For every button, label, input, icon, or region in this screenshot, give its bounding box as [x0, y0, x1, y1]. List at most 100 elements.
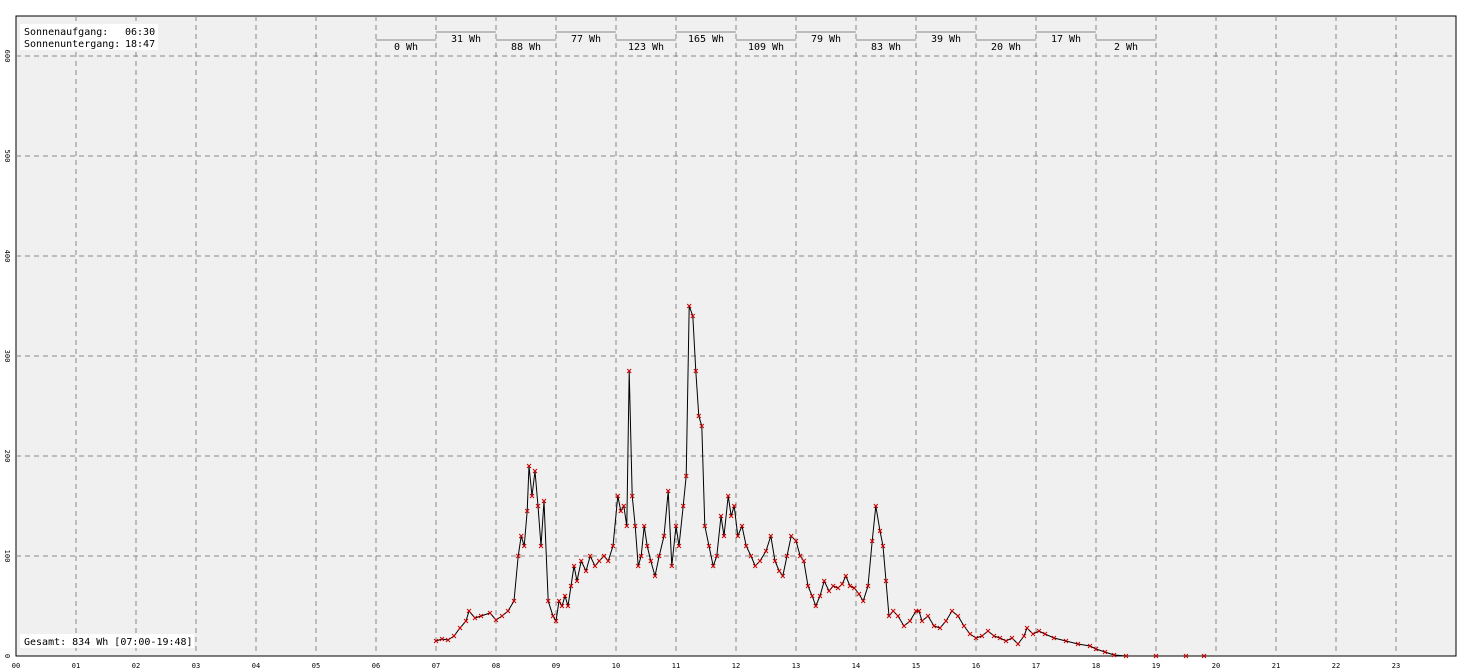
point — [725, 493, 731, 499]
x-tick-label: 12 — [732, 662, 740, 670]
point — [466, 608, 472, 614]
point — [813, 603, 819, 609]
point — [676, 543, 682, 549]
info-box — [20, 24, 158, 50]
marks — [433, 303, 1207, 659]
x-tick-label: 02 — [132, 662, 140, 670]
sunrise: 06:30 — [125, 27, 155, 38]
point — [693, 368, 699, 374]
point — [1123, 653, 1129, 659]
point — [587, 553, 593, 559]
total: Gesamt: 834 Wh [07:00-19:48] — [24, 637, 193, 648]
hour-energy: 83 Wh — [871, 42, 901, 53]
grid: 00 01 02 03 04 05 06 07 08 09 10 11 12 13 14 15 16 17 18 19… — [3, 16, 1456, 670]
point — [793, 538, 799, 544]
point — [618, 508, 624, 514]
point — [1111, 652, 1117, 658]
point — [615, 493, 621, 499]
point — [805, 583, 811, 589]
point — [493, 617, 499, 623]
point — [610, 543, 616, 549]
point — [629, 493, 635, 499]
x-tick-label: 15 — [912, 662, 920, 670]
point — [856, 591, 862, 597]
point — [521, 543, 527, 549]
point — [574, 578, 580, 584]
point — [524, 508, 530, 514]
x-tick-label: 18 — [1092, 662, 1100, 670]
point — [847, 583, 853, 589]
point — [1075, 641, 1081, 647]
point — [1183, 653, 1189, 659]
point — [943, 618, 949, 624]
point — [1036, 628, 1042, 634]
point — [559, 603, 565, 609]
x-tick-label: 23 — [1392, 662, 1400, 670]
point — [699, 423, 705, 429]
point — [718, 513, 724, 519]
point — [895, 613, 901, 619]
y-tick-label: 600 — [3, 50, 11, 63]
point — [1030, 631, 1036, 637]
point — [721, 533, 727, 539]
x-tick-label: 14 — [852, 662, 860, 670]
point — [967, 631, 973, 637]
point — [550, 613, 556, 619]
point — [1087, 643, 1093, 649]
point — [696, 413, 702, 419]
point — [661, 533, 667, 539]
x-tick-label: 03 — [192, 662, 200, 670]
point — [851, 585, 857, 591]
point — [433, 638, 439, 644]
point — [518, 533, 524, 539]
x-tick-label: 00 — [12, 662, 20, 670]
point — [541, 498, 547, 504]
point — [445, 637, 451, 643]
point — [583, 568, 589, 574]
hour-energy: 109 Wh — [748, 42, 784, 53]
point — [937, 625, 943, 631]
point — [710, 563, 716, 569]
point — [526, 463, 532, 469]
point — [985, 628, 991, 634]
point — [830, 583, 836, 589]
sunset-label: Sonnenuntergang: — [24, 39, 120, 50]
point — [925, 613, 931, 619]
point — [487, 610, 493, 616]
point — [511, 598, 517, 604]
point — [752, 563, 758, 569]
point — [1102, 649, 1108, 655]
point — [961, 623, 967, 629]
y-tick-label: 200 — [3, 450, 11, 463]
point — [997, 635, 1003, 641]
point — [669, 563, 675, 569]
point — [809, 593, 815, 599]
point — [439, 636, 445, 642]
point — [757, 558, 763, 564]
y-tick-label: 500 — [3, 150, 11, 163]
y-tick-label: 100 — [3, 550, 11, 563]
point — [1093, 646, 1099, 652]
x-tick-label: 09 — [552, 662, 560, 670]
point — [739, 523, 745, 529]
point — [683, 473, 689, 479]
point — [916, 608, 922, 614]
x-tick-label: 06 — [372, 662, 380, 670]
hour-energy: 2 Wh — [1114, 42, 1138, 53]
point — [865, 583, 871, 589]
x-tick-label: 17 — [1032, 662, 1040, 670]
point — [797, 553, 803, 559]
point — [605, 558, 611, 564]
point — [748, 553, 754, 559]
point — [644, 543, 650, 549]
x-tick-label: 04 — [252, 662, 260, 670]
point — [457, 625, 463, 631]
point — [702, 523, 708, 529]
point — [883, 578, 889, 584]
point — [1021, 633, 1027, 639]
point — [743, 543, 749, 549]
point — [635, 563, 641, 569]
point — [886, 613, 892, 619]
point — [529, 493, 535, 499]
